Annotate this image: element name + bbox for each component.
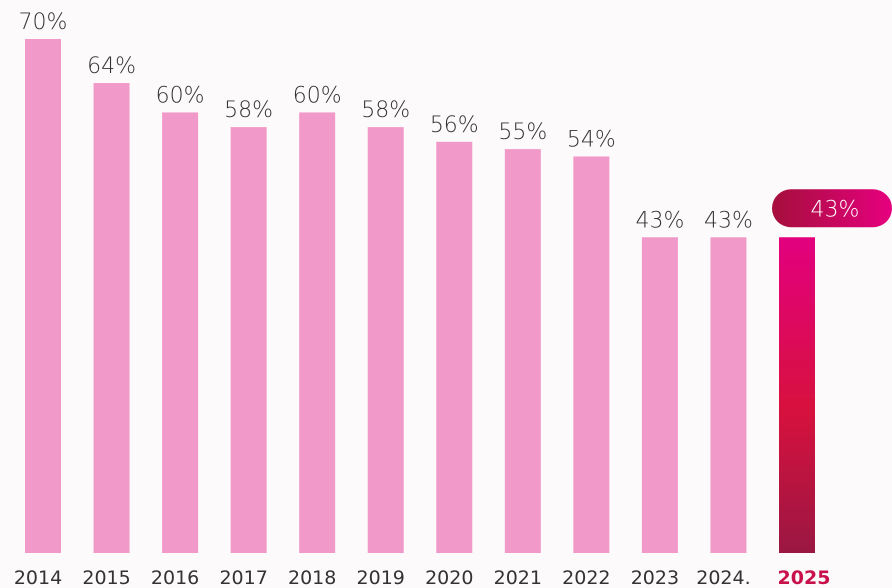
x-tick-label: 2022 (562, 567, 610, 588)
x-tick-label: 2019 (357, 567, 405, 588)
x-tick-label: 2020 (425, 567, 473, 588)
bar (710, 237, 747, 553)
x-tick-label: 2015 (82, 567, 130, 588)
value-label: 43% (811, 197, 860, 222)
bar (573, 156, 610, 553)
value-label: 58% (361, 98, 410, 123)
value-label: 60% (156, 83, 205, 108)
value-label: 54% (567, 127, 616, 152)
x-tick-label: 2014 (14, 567, 62, 588)
value-label: 43% (704, 208, 753, 233)
bar (25, 39, 61, 553)
value-label: 58% (224, 98, 273, 123)
value-label: 43% (635, 208, 684, 233)
bar (93, 83, 130, 554)
value-label: 56% (430, 113, 479, 138)
x-tick-label: 2024. (696, 567, 750, 588)
bar (299, 112, 336, 553)
x-tick-label: 2021 (494, 567, 542, 588)
value-label: 64% (87, 54, 136, 79)
value-badge (772, 189, 892, 228)
bar (162, 112, 199, 553)
value-label: 60% (293, 83, 342, 108)
bar (367, 127, 404, 553)
value-label: 70% (19, 10, 68, 35)
bar (779, 237, 815, 553)
value-label: 55% (498, 120, 547, 145)
x-tick-label: 2017 (219, 567, 267, 588)
x-tick-label: 2025 (778, 567, 831, 588)
bar (641, 237, 678, 553)
bar (504, 149, 541, 553)
x-tick-label: 2016 (151, 567, 199, 588)
bar (230, 127, 267, 553)
x-tick-label: 2023 (631, 567, 679, 588)
bar (436, 141, 473, 554)
x-tick-label: 2018 (288, 567, 336, 588)
